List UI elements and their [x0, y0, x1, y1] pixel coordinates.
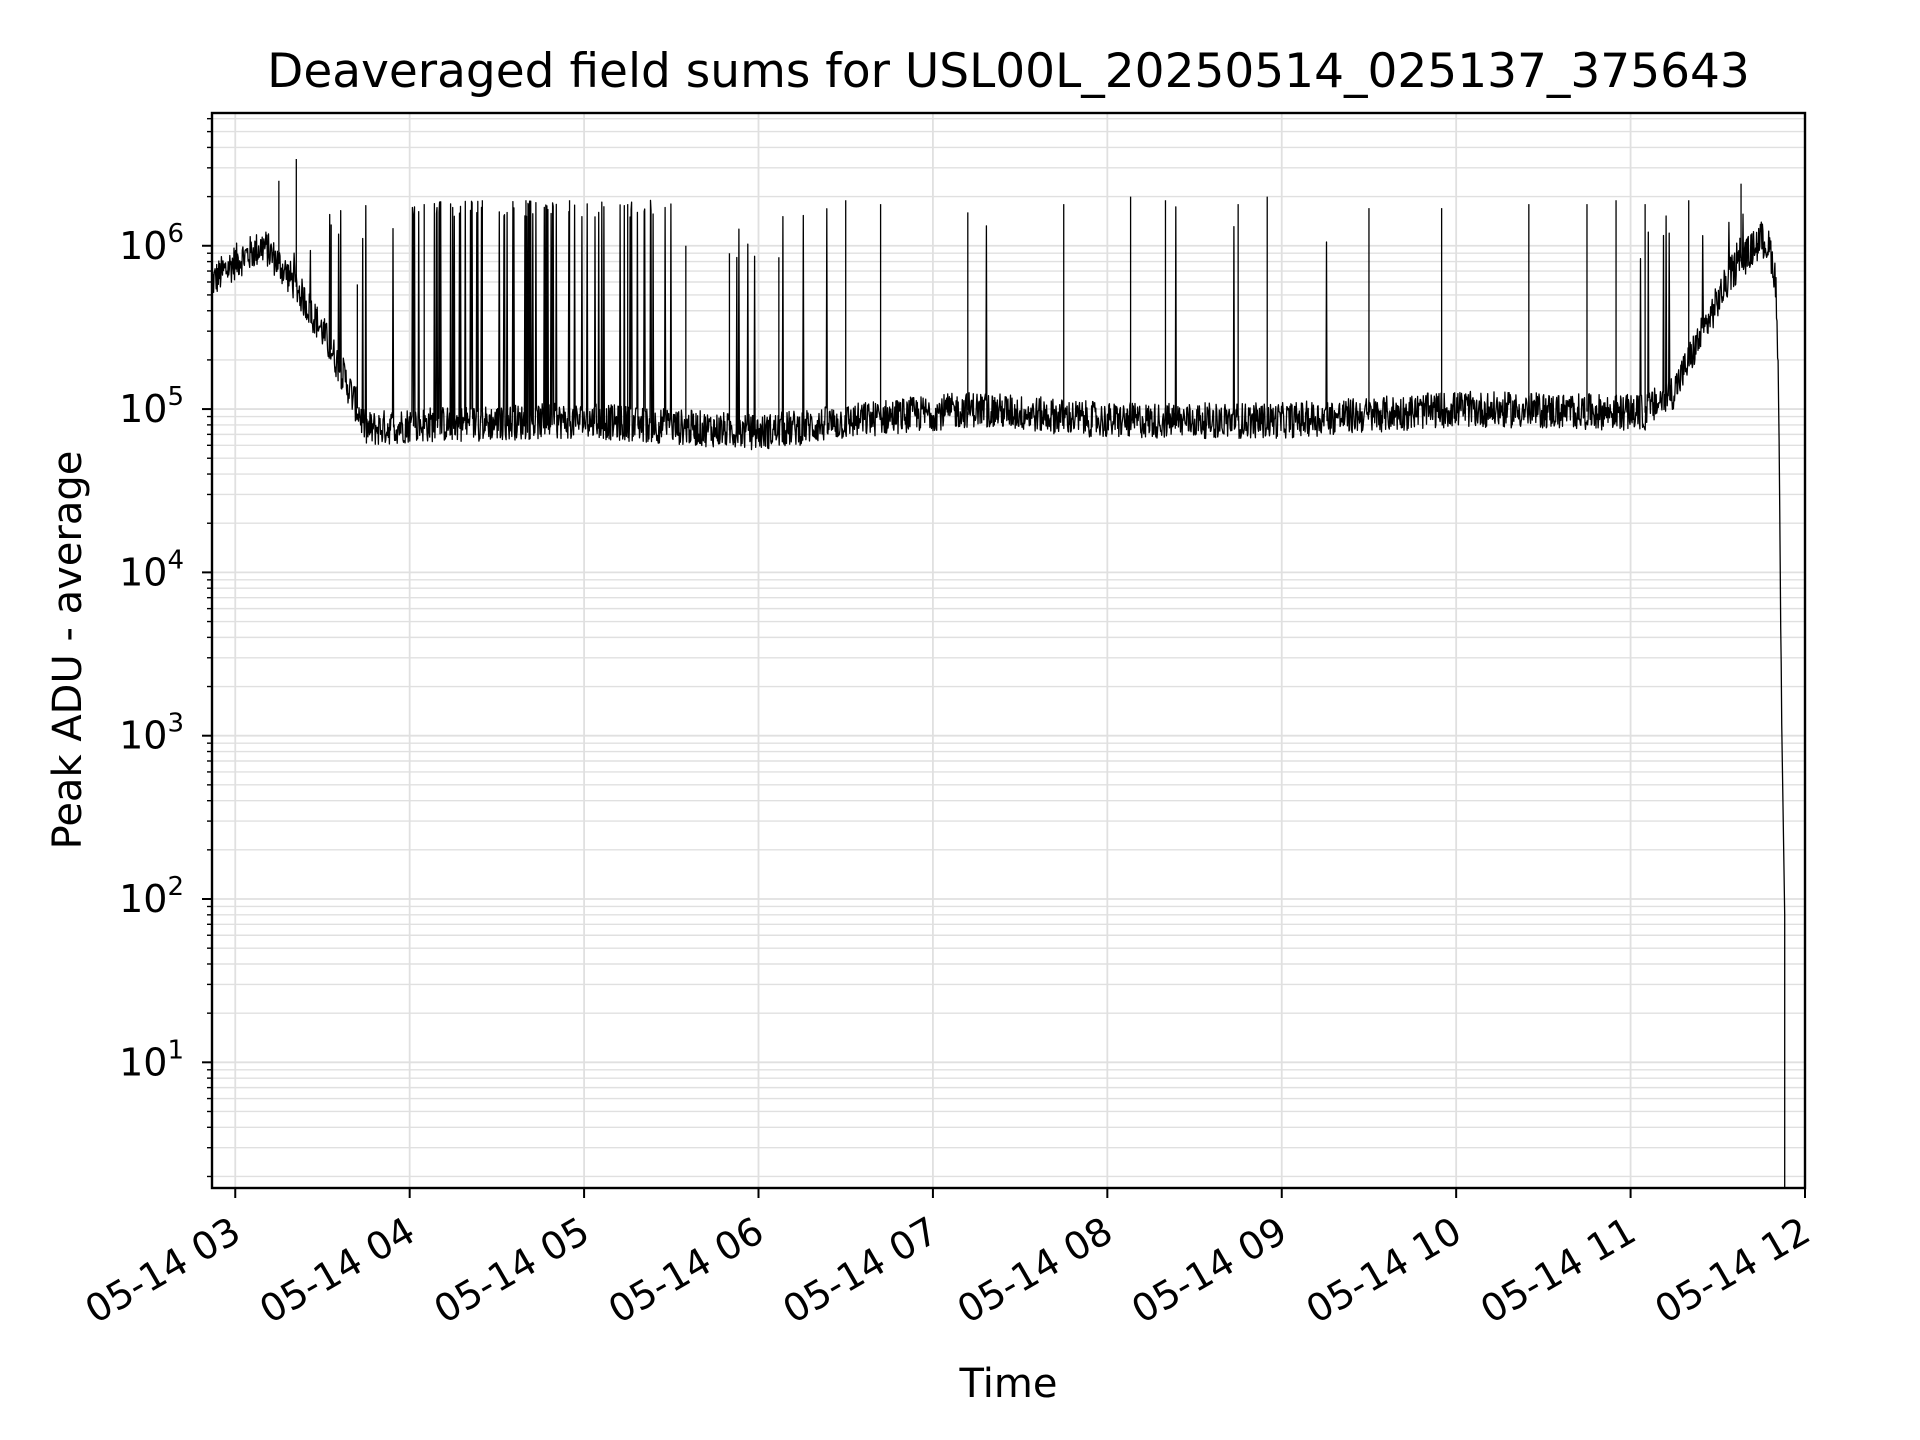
data-line	[211, 199, 1786, 1188]
y-tick-label: 106	[119, 219, 184, 268]
y-tick-label: 104	[119, 545, 184, 594]
y-tick-label: 103	[119, 709, 184, 758]
y-tick-label: 105	[119, 382, 184, 431]
y-tick-label: 102	[119, 872, 184, 921]
x-axis-label: Time	[959, 1361, 1058, 1407]
series-layer	[211, 158, 1786, 1188]
y-tick-label: 101	[119, 1035, 184, 1084]
grid-layer	[212, 113, 1806, 1188]
y-axis-label: Peak ADU - average	[45, 451, 91, 850]
chart-title: Deaveraged field sums for USL00L_2025051…	[267, 44, 1750, 99]
plot-frame	[210, 111, 1807, 1190]
